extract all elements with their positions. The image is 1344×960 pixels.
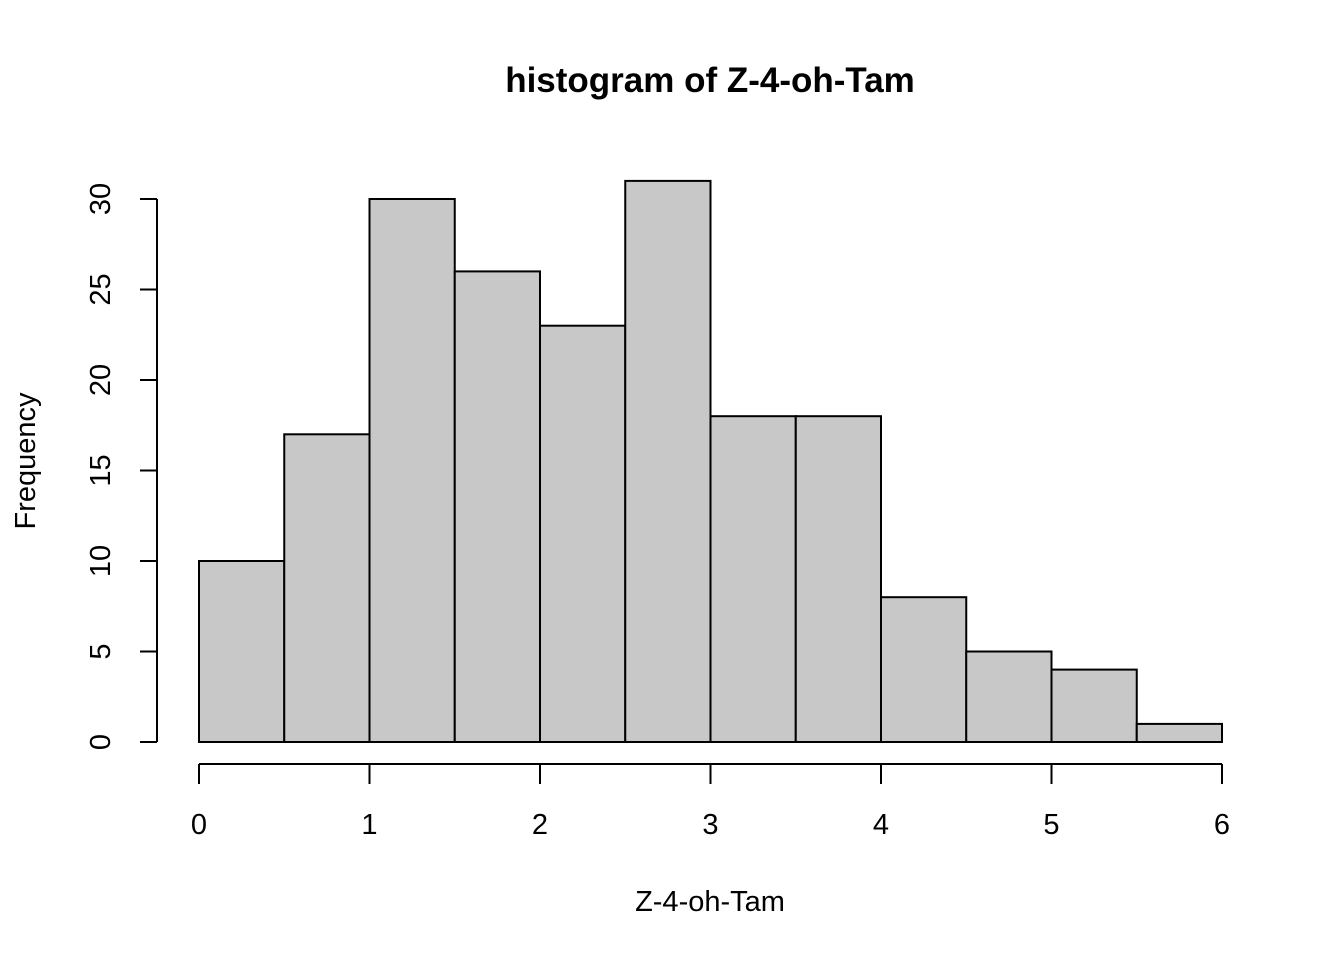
histogram-bar-8	[880, 596, 968, 744]
y-tick-label: 25	[85, 273, 117, 305]
chart-title: histogram of Z-4-oh-Tam	[505, 61, 915, 100]
histogram-bar-4	[539, 324, 627, 743]
x-tick-label: 0	[191, 809, 207, 841]
histogram-bar-10	[1050, 668, 1138, 743]
histogram-bar-2	[368, 198, 456, 743]
histogram-bar-7	[794, 415, 882, 743]
x-tick-label: 1	[361, 809, 377, 841]
x-axis: 0 1 2 3 4 5 6	[191, 763, 1230, 841]
bars-group	[198, 179, 1223, 744]
x-tick-label: 3	[702, 809, 718, 841]
y-axis: 0 5 10 15 20 25 30	[85, 183, 158, 750]
histogram-bar-9	[965, 650, 1053, 743]
x-tick-label: 5	[1043, 809, 1059, 841]
y-tick-label: 30	[85, 183, 117, 215]
x-tick-label: 4	[873, 809, 889, 841]
histogram-bar-5	[624, 179, 712, 743]
y-tick-label: 0	[85, 734, 117, 750]
histogram-bar-1	[283, 433, 371, 743]
histogram-bar-3	[453, 270, 541, 743]
histogram-bar-0	[198, 560, 286, 743]
y-tick-label: 5	[85, 643, 117, 659]
x-tick-label: 2	[532, 809, 548, 841]
y-tick-label: 15	[85, 454, 117, 486]
x-axis-label: Z-4-oh-Tam	[635, 886, 785, 918]
histogram-bar-11	[1135, 722, 1223, 744]
x-tick-label: 6	[1214, 809, 1230, 841]
y-axis-label: Frequency	[10, 392, 42, 530]
y-tick-label: 20	[85, 364, 117, 396]
histogram-bar-6	[709, 415, 797, 743]
y-tick-label: 10	[85, 545, 117, 577]
